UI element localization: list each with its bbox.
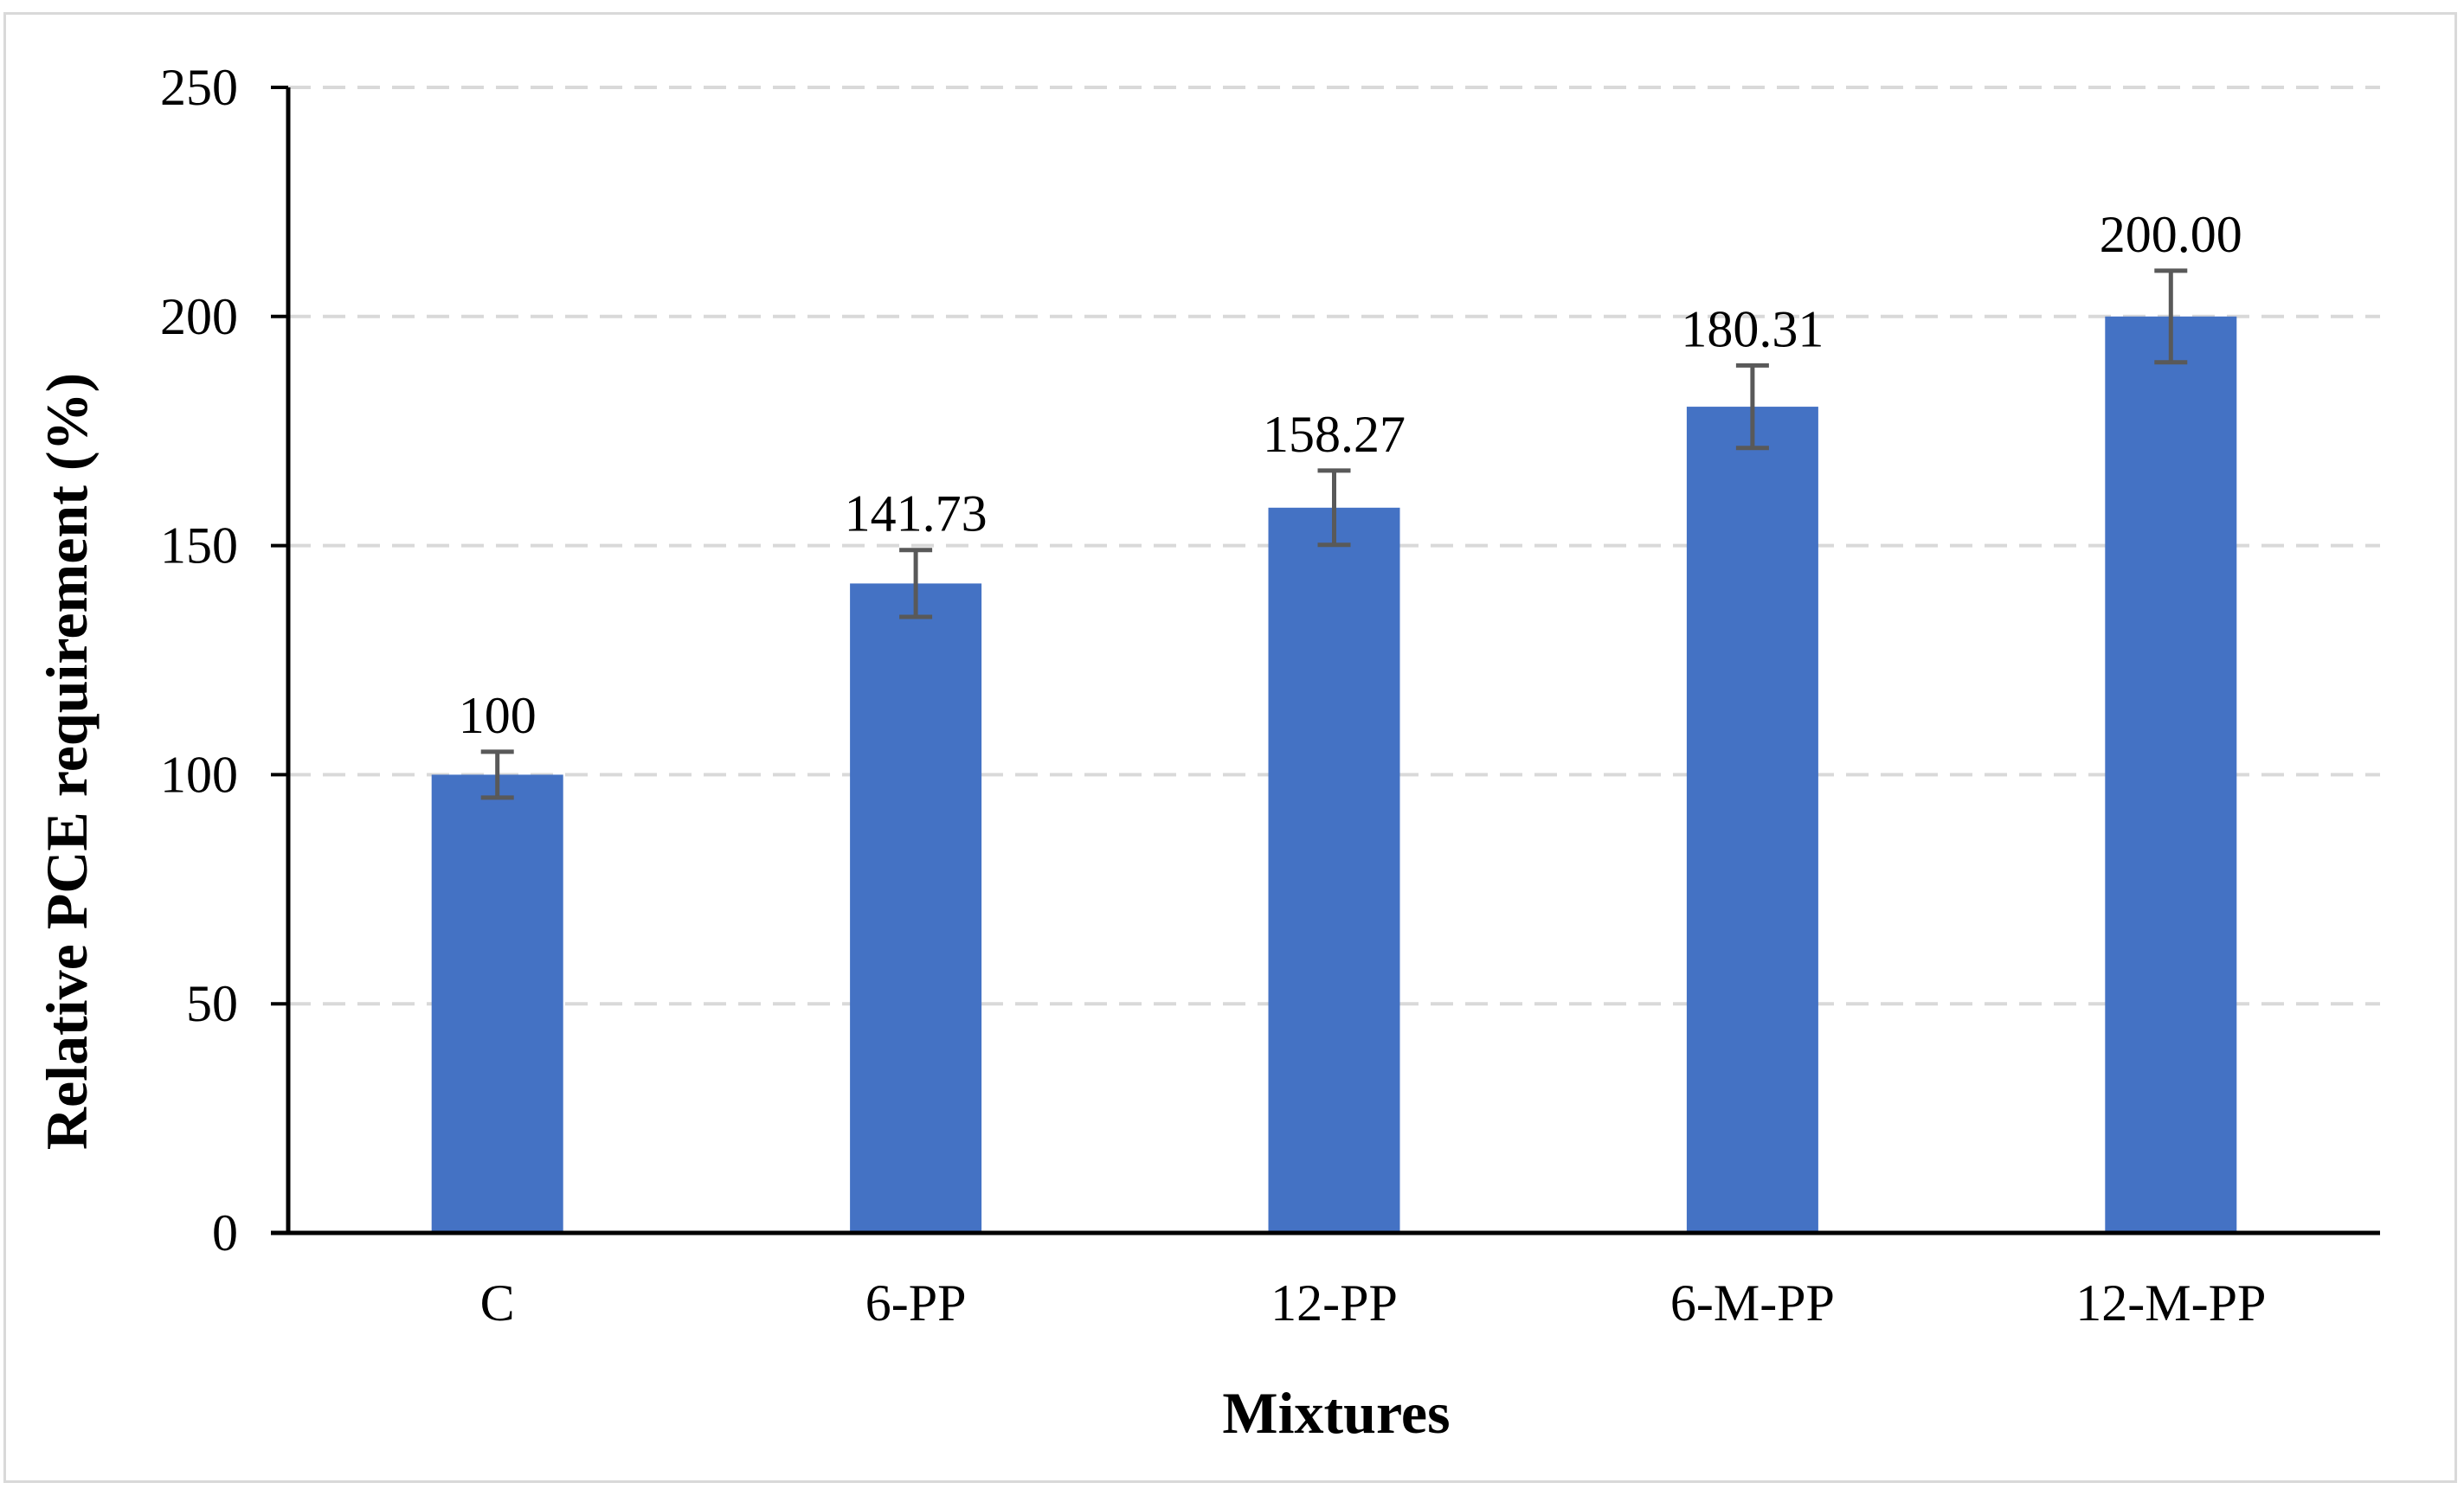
y-tick-label: 200 bbox=[160, 288, 238, 345]
x-category-label: C bbox=[480, 1274, 515, 1332]
axes bbox=[271, 86, 2380, 1235]
y-tick-label: 0 bbox=[212, 1204, 238, 1261]
bar bbox=[1686, 407, 1818, 1233]
y-tick-label: 150 bbox=[160, 517, 238, 574]
bar bbox=[431, 774, 563, 1233]
x-category-label: 6-M-PP bbox=[1670, 1274, 1835, 1332]
error-bars bbox=[480, 268, 2188, 800]
bar bbox=[1268, 507, 1400, 1233]
x-category-label: 6-PP bbox=[865, 1274, 967, 1332]
data-label: 158.27 bbox=[1263, 406, 1406, 463]
bar bbox=[850, 583, 982, 1233]
y-tick-label: 100 bbox=[160, 746, 238, 803]
y-tick-label: 50 bbox=[186, 975, 238, 1032]
bar bbox=[2105, 316, 2237, 1233]
bars bbox=[431, 316, 2237, 1233]
data-label: 141.73 bbox=[845, 485, 988, 542]
chart-frame bbox=[3, 12, 2457, 1483]
x-category-label: 12-PP bbox=[1271, 1274, 1398, 1332]
data-label: 100 bbox=[459, 687, 537, 744]
data-label: 180.31 bbox=[1681, 300, 1824, 357]
x-axis-title: Mixtures bbox=[1222, 1380, 1450, 1446]
y-axis-title: Relative PCE requirement (%) bbox=[34, 373, 100, 1150]
x-category-label: 12-M-PP bbox=[2075, 1274, 2266, 1332]
labels: 0 50 100 150 200 250 100 C 141.73 6-PP 158.27 12-PP… bbox=[160, 59, 2266, 1332]
data-label: 200.00 bbox=[2100, 206, 2242, 263]
y-tick-label: 250 bbox=[160, 59, 238, 116]
